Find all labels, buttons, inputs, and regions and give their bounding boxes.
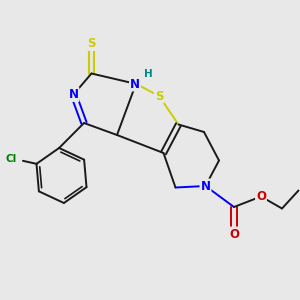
Text: N: N bbox=[68, 88, 79, 101]
Text: S: S bbox=[87, 37, 96, 50]
Text: N: N bbox=[130, 77, 140, 91]
Text: Cl: Cl bbox=[5, 154, 16, 164]
Text: O: O bbox=[229, 227, 239, 241]
Text: H: H bbox=[143, 69, 152, 80]
Text: N: N bbox=[200, 179, 211, 193]
Text: O: O bbox=[256, 190, 266, 203]
Text: S: S bbox=[155, 89, 163, 103]
